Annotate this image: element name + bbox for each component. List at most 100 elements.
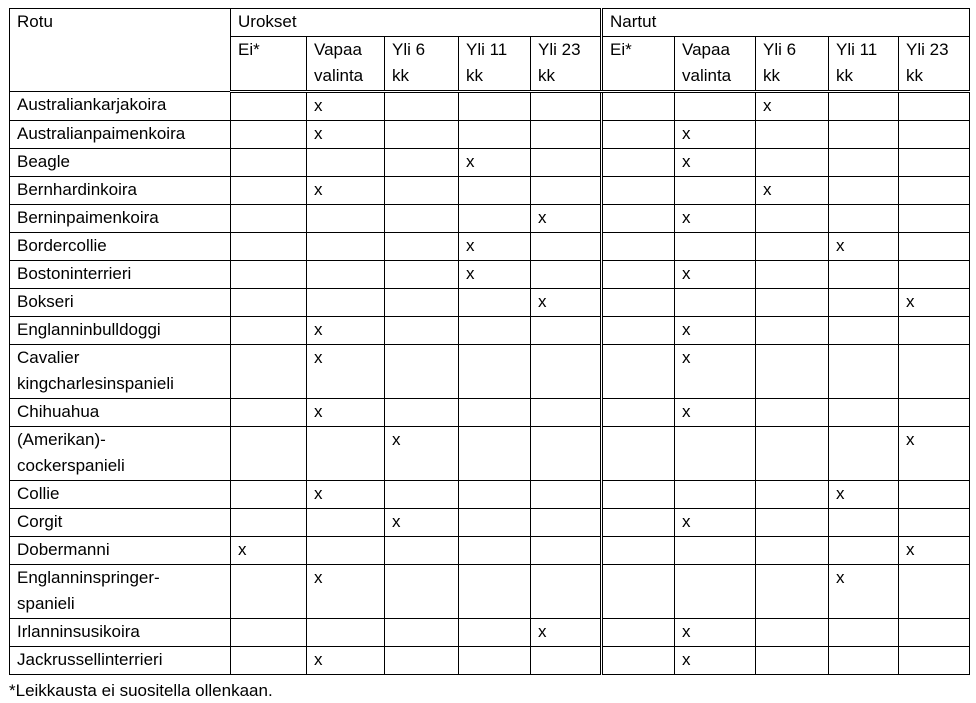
female-subheader: Ei* xyxy=(600,36,675,93)
mark-cell xyxy=(600,120,675,149)
mark-cell xyxy=(600,344,675,399)
mark-cell: x xyxy=(384,426,459,481)
mark-cell: x xyxy=(306,398,385,427)
breed-cell: Bernhardinkoira xyxy=(9,176,231,205)
breed-cell: Cavalier kingcharlesinspanieli xyxy=(9,344,231,399)
mark-cell xyxy=(530,426,602,481)
table-row: Berninpaimenkoira x x xyxy=(9,204,970,233)
mark-cell xyxy=(530,232,602,261)
mark-cell xyxy=(230,480,307,509)
mark-cell xyxy=(600,480,675,509)
mark-cell: x xyxy=(530,618,602,647)
mark-cell xyxy=(458,480,531,509)
mark-cell: x xyxy=(674,344,756,399)
mark-cell: x xyxy=(674,508,756,537)
mark-cell xyxy=(458,536,531,565)
mark-cell xyxy=(674,480,756,509)
mark-cell xyxy=(755,260,829,289)
mark-cell xyxy=(530,148,602,177)
mark-cell xyxy=(458,288,531,317)
mark-cell xyxy=(530,344,602,399)
mark-cell xyxy=(828,204,899,233)
mark-cell xyxy=(828,646,899,675)
mark-cell xyxy=(458,204,531,233)
mark-cell: x xyxy=(828,564,899,619)
table-row: Australianpaimenkoira x x xyxy=(9,120,970,149)
mark-cell xyxy=(384,204,459,233)
breed-cell: Berninpaimenkoira xyxy=(9,204,231,233)
male-subheader: Vapaa valinta xyxy=(306,36,385,93)
breed-cell: Australianpaimenkoira xyxy=(9,120,231,149)
mark-cell: x xyxy=(755,91,829,121)
breed-table: Rotu Urokset Nartut Ei* Vapaa valinta Yli … xyxy=(9,8,970,675)
mark-cell xyxy=(600,91,675,121)
mark-cell xyxy=(306,426,385,481)
mark-cell: x xyxy=(384,508,459,537)
male-subheader: Yli 11 kk xyxy=(458,36,531,93)
mark-cell xyxy=(530,646,602,675)
mark-cell xyxy=(898,176,970,205)
mark-cell: x xyxy=(674,316,756,345)
mark-cell: x xyxy=(674,204,756,233)
mark-cell: x xyxy=(306,344,385,399)
mark-cell xyxy=(755,288,829,317)
mark-cell xyxy=(755,480,829,509)
mark-cell xyxy=(384,120,459,149)
mark-cell: x xyxy=(674,398,756,427)
table-row: Bostoninterrieri x x xyxy=(9,260,970,289)
mark-cell: x xyxy=(306,646,385,675)
mark-cell xyxy=(230,426,307,481)
mark-cell: x xyxy=(230,536,307,565)
mark-cell xyxy=(384,232,459,261)
mark-cell xyxy=(458,344,531,399)
mark-cell xyxy=(755,120,829,149)
mark-cell xyxy=(674,232,756,261)
mark-cell: x xyxy=(530,288,602,317)
mark-cell xyxy=(755,204,829,233)
mark-cell xyxy=(600,288,675,317)
breed-cell: Corgit xyxy=(9,508,231,537)
mark-cell xyxy=(898,480,970,509)
mark-cell xyxy=(530,260,602,289)
mark-cell xyxy=(306,260,385,289)
mark-cell xyxy=(306,618,385,647)
mark-cell xyxy=(230,646,307,675)
male-subheader: Ei* xyxy=(230,36,307,93)
table-row: Englanninspringer- spanieli x x xyxy=(9,564,970,619)
mark-cell xyxy=(530,316,602,345)
mark-cell xyxy=(755,232,829,261)
mark-cell xyxy=(898,232,970,261)
mark-cell xyxy=(384,91,459,121)
mark-cell xyxy=(306,232,385,261)
mark-cell: x xyxy=(306,480,385,509)
mark-cell xyxy=(600,148,675,177)
mark-cell xyxy=(230,204,307,233)
table-row: Corgit x x xyxy=(9,508,970,537)
mark-cell xyxy=(755,618,829,647)
mark-cell xyxy=(898,120,970,149)
mark-cell: x xyxy=(306,316,385,345)
mark-cell: x xyxy=(828,480,899,509)
mark-cell xyxy=(674,176,756,205)
mark-cell xyxy=(600,426,675,481)
mark-cell xyxy=(600,564,675,619)
mark-cell xyxy=(600,232,675,261)
mark-cell: x xyxy=(898,288,970,317)
female-subheader: Yli 23 kk xyxy=(898,36,970,93)
mark-cell xyxy=(755,316,829,345)
header-row-subcolumns: Ei* Vapaa valinta Yli 6 kk Yli 11 kk Yli 23 … xyxy=(10,36,970,93)
mark-cell xyxy=(600,260,675,289)
table-row: Chihuahua x x xyxy=(9,398,970,427)
mark-cell: x xyxy=(458,148,531,177)
header-males: Urokset xyxy=(230,8,602,37)
table-row: Australiankarjakoira x x xyxy=(9,91,970,121)
mark-cell xyxy=(828,91,899,121)
breed-cell: Australiankarjakoira xyxy=(9,91,231,121)
mark-cell xyxy=(674,288,756,317)
table-row: Irlanninsusikoira x x xyxy=(9,618,970,647)
mark-cell xyxy=(755,344,829,399)
table-row: Englanninbulldoggi x x xyxy=(9,316,970,345)
mark-cell xyxy=(600,618,675,647)
female-subheader: Yli 11 kk xyxy=(828,36,899,93)
mark-cell xyxy=(458,120,531,149)
